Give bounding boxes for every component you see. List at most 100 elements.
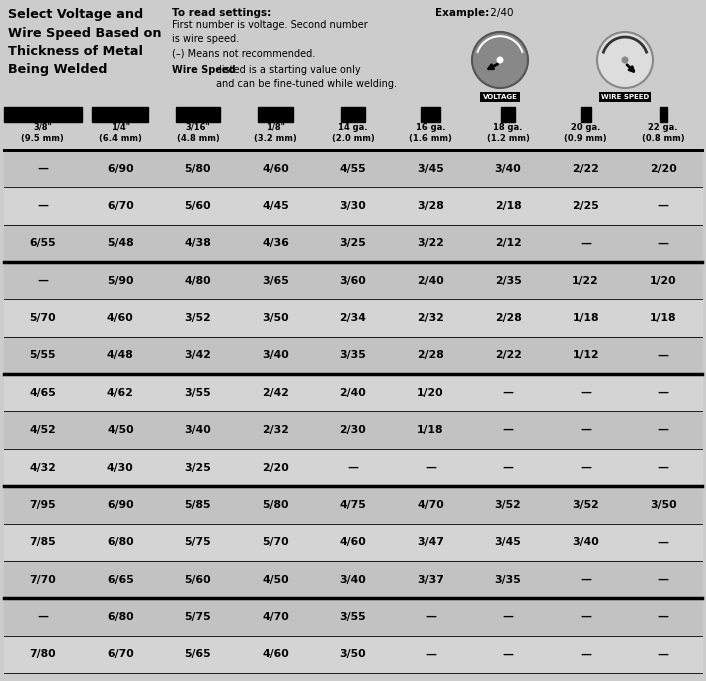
Text: 4/52: 4/52 bbox=[30, 425, 56, 435]
Text: 7/95: 7/95 bbox=[30, 500, 56, 510]
Text: 1/18: 1/18 bbox=[650, 313, 676, 323]
Bar bbox=[659, 107, 666, 122]
Circle shape bbox=[497, 57, 503, 63]
Text: 6/70: 6/70 bbox=[107, 649, 133, 659]
Text: —: — bbox=[580, 462, 591, 473]
Text: 3/30: 3/30 bbox=[340, 201, 366, 211]
Text: 6/80: 6/80 bbox=[107, 612, 133, 622]
Text: —: — bbox=[425, 612, 436, 622]
Text: 4/45: 4/45 bbox=[262, 201, 289, 211]
Text: 4/36: 4/36 bbox=[262, 238, 289, 249]
Text: —: — bbox=[503, 462, 513, 473]
Text: —: — bbox=[37, 201, 48, 211]
Bar bbox=[4, 411, 702, 449]
Text: 3/50: 3/50 bbox=[650, 500, 676, 510]
Text: 3/42: 3/42 bbox=[184, 351, 211, 360]
Text: 3/60: 3/60 bbox=[340, 276, 366, 286]
Text: 4/60: 4/60 bbox=[340, 537, 366, 548]
Text: —: — bbox=[503, 612, 513, 622]
Text: —: — bbox=[580, 425, 591, 435]
Text: 3/40: 3/40 bbox=[573, 537, 599, 548]
Text: 3/52: 3/52 bbox=[573, 500, 599, 510]
Text: 5/60: 5/60 bbox=[184, 201, 211, 211]
Text: 16 ga.
(1.6 mm): 16 ga. (1.6 mm) bbox=[409, 123, 452, 143]
Text: 2/40: 2/40 bbox=[417, 276, 444, 286]
Bar bbox=[501, 107, 515, 122]
Bar bbox=[4, 262, 702, 300]
Text: First number is voltage. Second number
is wire speed.
(–) Means not recommended.: First number is voltage. Second number i… bbox=[172, 20, 368, 58]
Text: —: — bbox=[658, 612, 669, 622]
Text: 4/80: 4/80 bbox=[184, 276, 211, 286]
Bar bbox=[4, 107, 82, 122]
Text: 2/20: 2/20 bbox=[650, 163, 676, 174]
Text: 3/40: 3/40 bbox=[262, 351, 289, 360]
Text: 3/45: 3/45 bbox=[417, 163, 444, 174]
Text: —: — bbox=[37, 276, 48, 286]
Text: —: — bbox=[503, 425, 513, 435]
Text: 3/25: 3/25 bbox=[340, 238, 366, 249]
Text: 5/90: 5/90 bbox=[107, 276, 133, 286]
Text: 4/70: 4/70 bbox=[262, 612, 289, 622]
Bar bbox=[340, 107, 366, 122]
Text: VOLTAGE: VOLTAGE bbox=[483, 94, 517, 100]
Text: 3/55: 3/55 bbox=[340, 612, 366, 622]
Text: 3/47: 3/47 bbox=[417, 537, 444, 548]
Text: 3/22: 3/22 bbox=[417, 238, 444, 249]
Text: 3/65: 3/65 bbox=[262, 276, 289, 286]
Text: Example:: Example: bbox=[435, 8, 489, 18]
Bar bbox=[4, 150, 702, 187]
Text: —: — bbox=[580, 612, 591, 622]
Circle shape bbox=[597, 32, 653, 88]
Text: 4/60: 4/60 bbox=[262, 163, 289, 174]
Bar bbox=[4, 449, 702, 486]
Text: 4/50: 4/50 bbox=[107, 425, 133, 435]
Text: —: — bbox=[658, 425, 669, 435]
Text: 2/22: 2/22 bbox=[495, 351, 522, 360]
Text: —: — bbox=[347, 462, 359, 473]
Text: 4/70: 4/70 bbox=[417, 500, 444, 510]
Text: 4/75: 4/75 bbox=[340, 500, 366, 510]
Text: 2/22: 2/22 bbox=[573, 163, 599, 174]
Text: 4/38: 4/38 bbox=[184, 238, 211, 249]
Text: 5/65: 5/65 bbox=[184, 649, 211, 659]
Text: —: — bbox=[658, 201, 669, 211]
Text: 3/55: 3/55 bbox=[184, 387, 211, 398]
Text: Select Voltage and
Wire Speed Based on
Thickness of Metal
Being Welded: Select Voltage and Wire Speed Based on T… bbox=[8, 8, 162, 76]
Text: 2/18: 2/18 bbox=[495, 201, 522, 211]
Bar bbox=[4, 225, 702, 262]
Text: 5/75: 5/75 bbox=[184, 612, 211, 622]
Bar bbox=[4, 599, 702, 635]
Text: 3/37: 3/37 bbox=[417, 575, 444, 584]
Text: —: — bbox=[580, 649, 591, 659]
Text: 2/40: 2/40 bbox=[340, 387, 366, 398]
Text: 2/12: 2/12 bbox=[495, 238, 522, 249]
Bar bbox=[4, 337, 702, 374]
Text: —: — bbox=[580, 575, 591, 584]
Text: 4/30: 4/30 bbox=[107, 462, 133, 473]
Text: 3/50: 3/50 bbox=[340, 649, 366, 659]
Text: 3/52: 3/52 bbox=[184, 313, 211, 323]
Text: 22 ga.
(0.8 mm): 22 ga. (0.8 mm) bbox=[642, 123, 685, 143]
Bar bbox=[4, 561, 702, 599]
Text: 18 ga.
(1.2 mm): 18 ga. (1.2 mm) bbox=[486, 123, 530, 143]
Text: —: — bbox=[658, 649, 669, 659]
Bar bbox=[4, 187, 702, 225]
Text: —: — bbox=[658, 575, 669, 584]
Text: 4/62: 4/62 bbox=[107, 387, 133, 398]
Text: 1/8"
(3.2 mm): 1/8" (3.2 mm) bbox=[254, 123, 297, 143]
Text: To read settings:: To read settings: bbox=[172, 8, 271, 18]
Text: 6/70: 6/70 bbox=[107, 201, 133, 211]
Bar bbox=[92, 107, 148, 122]
Text: —: — bbox=[580, 387, 591, 398]
Text: —: — bbox=[658, 387, 669, 398]
Text: 7/80: 7/80 bbox=[30, 649, 56, 659]
Text: 2/30: 2/30 bbox=[340, 425, 366, 435]
Text: 4/65: 4/65 bbox=[30, 387, 56, 398]
Text: 6/80: 6/80 bbox=[107, 537, 133, 548]
Text: 1/20: 1/20 bbox=[650, 276, 676, 286]
Bar bbox=[4, 635, 702, 673]
Text: 3/50: 3/50 bbox=[262, 313, 289, 323]
Text: 1/18: 1/18 bbox=[417, 425, 444, 435]
Text: 5/75: 5/75 bbox=[184, 537, 211, 548]
Text: 14 ga.
(2.0 mm): 14 ga. (2.0 mm) bbox=[332, 123, 374, 143]
